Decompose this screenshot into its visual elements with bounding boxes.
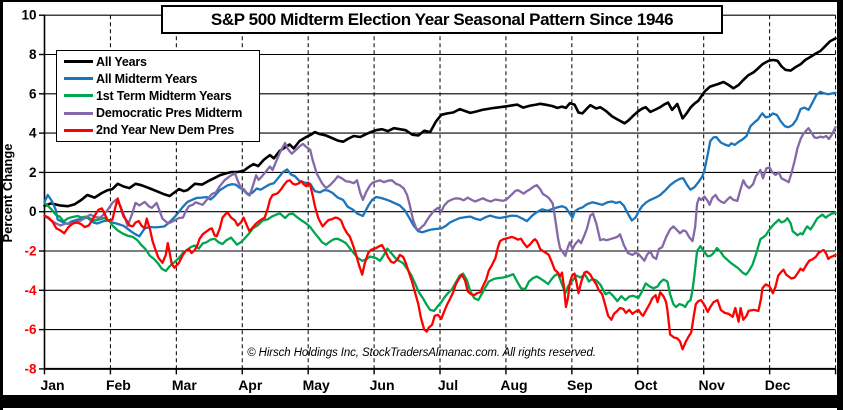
legend-item-all-midterm-years: All Midterm Years: [57, 70, 259, 87]
copyright-text: © Hirsch Holdings Inc, StockTradersAlman…: [247, 347, 596, 359]
y-tick-label: 2: [29, 165, 37, 180]
series-line-2nd-year-new-dem-pres: [43, 179, 837, 351]
y-tick-label: -2: [24, 244, 36, 259]
legend-item-1st-term-midterm-years: 1st Term Midterm Years: [57, 87, 259, 104]
y-tick-label: -6: [24, 322, 36, 337]
month-label: Jul: [438, 377, 458, 393]
month-label: Sep: [567, 377, 593, 393]
page-border-top: [0, 0, 843, 2]
month-label: Dec: [765, 377, 791, 393]
page-border-left: [0, 0, 3, 410]
page-border-bottom-bar: [0, 395, 843, 408]
chart-title-box: S&P 500 Midterm Election Year Seasonal P…: [161, 5, 723, 34]
month-label: Oct: [634, 377, 658, 393]
legend-label: 1st Term Midterm Years: [96, 88, 232, 103]
y-tick-label: -8: [24, 361, 36, 376]
month-label: May: [303, 377, 330, 393]
month-label: Feb: [106, 377, 131, 393]
y-tick-label: 4: [29, 126, 37, 141]
legend-label: All Years: [96, 54, 147, 69]
y-tick-label: -4: [24, 283, 36, 298]
month-label: Aug: [500, 377, 527, 393]
legend: All Years All Midterm Years 1st Term Mid…: [56, 50, 260, 142]
legend-line-swatch-all-midterm-years: [64, 77, 93, 81]
legend-line-swatch-all-years: [64, 60, 93, 64]
series-line-democratic-pres-midterm: [43, 126, 837, 262]
series-line-all-years: [43, 37, 837, 208]
chart-title: S&P 500 Midterm Election Year Seasonal P…: [210, 9, 674, 29]
legend-item-democratic-pres-midterm: Democratic Pres Midterm: [57, 105, 259, 122]
series-line-1st-term-midterm-years: [43, 201, 837, 313]
y-tick-label: 10: [21, 8, 36, 23]
legend-line-swatch-democratic-pres-midterm: [64, 111, 93, 115]
y-tick-label: 0: [29, 204, 37, 219]
legend-label: Democratic Pres Midterm: [96, 106, 243, 121]
month-label: Jan: [40, 377, 64, 393]
legend-item-all-years: All Years: [57, 53, 259, 70]
y-axis-title: Percent Change: [0, 144, 15, 243]
month-label: Apr: [238, 377, 263, 393]
page-border-right: [837, 0, 843, 410]
legend-line-swatch-1st-term-midterm-years: [64, 94, 93, 98]
series-line-all-midterm-years: [43, 90, 837, 238]
legend-item-2nd-year-new-dem-pres: 2nd Year New Dem Pres: [57, 122, 259, 139]
legend-label: 2nd Year New Dem Pres: [96, 123, 235, 138]
month-label: Mar: [172, 377, 197, 393]
y-tick-label: 8: [29, 47, 37, 62]
month-label: Jun: [370, 377, 395, 393]
legend-line-swatch-2nd-year-new-dem-pres: [64, 128, 93, 132]
legend-label: All Midterm Years: [96, 71, 198, 86]
month-label: Nov: [698, 377, 725, 393]
y-tick-label: 6: [29, 86, 37, 101]
